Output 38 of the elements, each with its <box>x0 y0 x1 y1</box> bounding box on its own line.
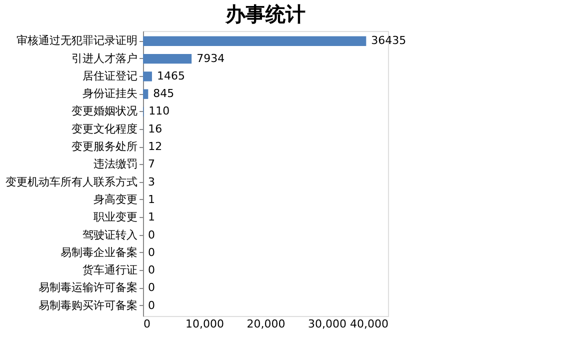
y-tick-label: 驾驶证转入 <box>82 228 138 242</box>
y-tick-label: 居住证登记 <box>82 69 138 82</box>
x-tick-label: 40,000 <box>350 318 388 330</box>
x-tick-label: 20,000 <box>246 318 286 330</box>
y-tick-label: 变更文化程度 <box>72 122 138 136</box>
x-tick-label: 30,000 <box>308 318 346 330</box>
y-tick-label: 变更婚姻状况 <box>72 104 138 118</box>
data-label: 0 <box>148 264 155 277</box>
x-tick-label: 10,000 <box>186 318 224 330</box>
data-label: 110 <box>148 104 170 118</box>
data-label: 3 <box>148 175 156 188</box>
data-label: 12 <box>148 140 162 154</box>
y-tick-label: 变更服务处所 <box>72 140 138 154</box>
data-label: 845 <box>153 87 174 100</box>
data-label: 16 <box>148 122 162 136</box>
y-tick-label: 审核通过无犯罪记录证明 <box>16 34 138 48</box>
y-tick-label: 变更机动车所有人联系方式 <box>6 175 138 188</box>
y-tick-label: 身高变更 <box>94 192 138 206</box>
y-tick-label: 职业变更 <box>94 210 138 224</box>
data-label: 0 <box>148 228 155 242</box>
data-label: 0 <box>148 281 155 294</box>
data-label: 1 <box>148 210 156 224</box>
chart-title: 办事统计 <box>224 2 306 26</box>
y-tick-label: 易制毒购买许可备案 <box>38 298 138 312</box>
data-label: 7934 <box>196 52 225 65</box>
data-label: 36435 <box>371 34 406 48</box>
y-tick-label: 易制毒运输许可备案 <box>38 281 138 294</box>
y-tick-label: 货车通行证 <box>82 264 138 277</box>
data-label: 0 <box>148 298 155 312</box>
data-label: 1465 <box>156 69 185 82</box>
y-tick-label: 引进人才落户 <box>72 52 138 65</box>
y-tick-label: 违法缴罚 <box>94 158 138 171</box>
data-label: 0 <box>148 246 155 259</box>
y-tick-label: 易制毒企业备案 <box>60 246 138 259</box>
y-tick-label: 身份证挂失 <box>82 87 138 100</box>
data-label: 7 <box>148 158 156 171</box>
data-label: 1 <box>148 192 156 206</box>
x-tick-label: 0 <box>144 318 150 330</box>
